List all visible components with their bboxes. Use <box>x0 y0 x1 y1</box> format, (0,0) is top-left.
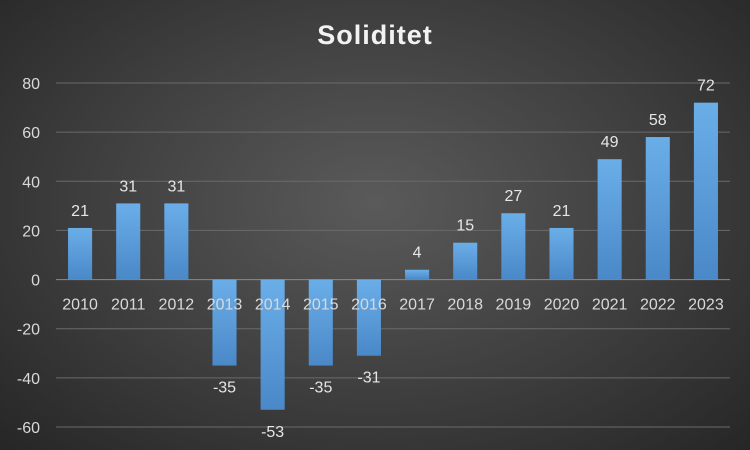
data-label: 31 <box>167 178 185 195</box>
x-tick-label: 2015 <box>303 297 339 314</box>
chart-title: Soliditet <box>317 20 433 50</box>
data-label: 31 <box>119 178 137 195</box>
x-tick-label: 2010 <box>62 297 98 314</box>
bar <box>308 279 333 366</box>
y-tick-label: 40 <box>22 174 40 191</box>
y-tick-label: -60 <box>17 420 40 437</box>
data-label: -35 <box>213 380 236 397</box>
bar <box>549 227 574 280</box>
x-tick-label: 2018 <box>447 297 483 314</box>
data-label: -35 <box>309 380 332 397</box>
bar <box>356 279 381 356</box>
bar <box>116 203 141 280</box>
x-tick-label: 2019 <box>496 297 532 314</box>
x-tick-label: 2021 <box>592 297 628 314</box>
bar <box>645 137 670 280</box>
bar <box>501 213 526 280</box>
x-tick-label: 2011 <box>111 297 146 314</box>
y-tick-label: 60 <box>22 125 40 142</box>
x-tick-label: 2023 <box>688 297 724 314</box>
data-label: -31 <box>357 370 380 387</box>
data-label: 49 <box>601 134 619 151</box>
bar <box>260 279 285 410</box>
bar <box>693 102 718 280</box>
y-tick-label: -40 <box>17 371 40 388</box>
data-label: 21 <box>553 203 571 220</box>
data-label: 15 <box>456 218 474 235</box>
data-label: 4 <box>413 245 422 262</box>
bar <box>212 279 237 366</box>
data-label: 27 <box>504 188 522 205</box>
y-tick-label: 80 <box>22 76 40 93</box>
y-tick-label: 20 <box>22 223 40 240</box>
x-tick-label: 2012 <box>159 297 195 314</box>
x-tick-label: 2013 <box>207 297 243 314</box>
bar <box>597 159 622 280</box>
bar <box>164 203 189 280</box>
y-tick-label: -20 <box>17 322 40 339</box>
x-tick-label: 2014 <box>255 297 291 314</box>
data-label: 58 <box>649 112 667 129</box>
bar <box>68 227 93 280</box>
x-tick-label: 2017 <box>399 297 435 314</box>
bar <box>453 242 478 280</box>
bar <box>405 269 430 280</box>
y-tick-label: 0 <box>31 273 40 290</box>
x-tick-label: 2020 <box>544 297 580 314</box>
data-label: 21 <box>71 203 89 220</box>
data-label: -53 <box>261 424 284 441</box>
data-label: 72 <box>697 78 715 95</box>
x-tick-label: 2022 <box>640 297 676 314</box>
x-tick-label: 2016 <box>351 297 387 314</box>
